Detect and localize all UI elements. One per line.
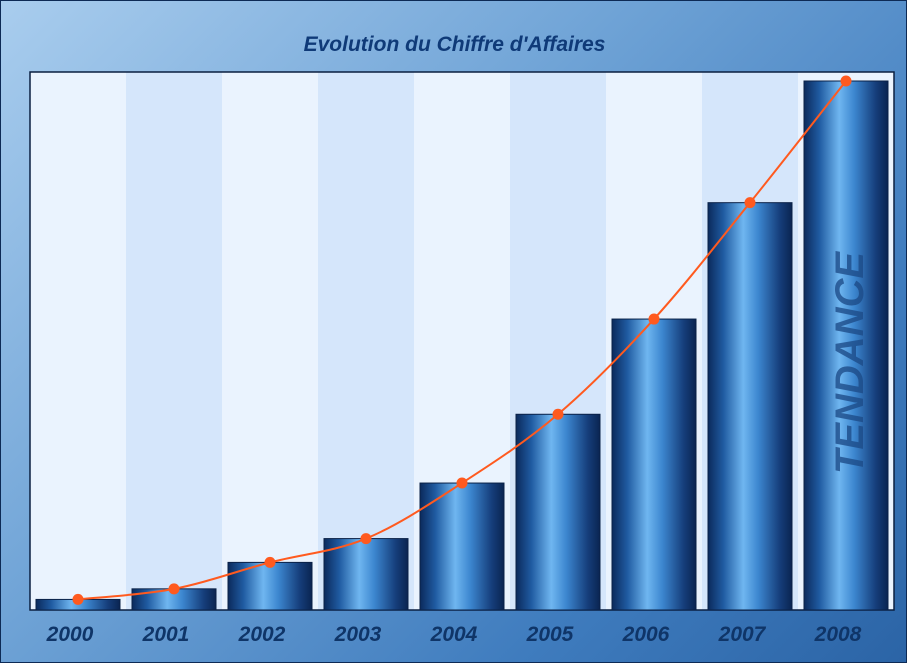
chart-title: Evolution du Chiffre d'Affaires [303,33,606,56]
trend-point-2006 [648,313,660,325]
tendance-watermark: TENDANCE [828,251,872,475]
trend-point-2004 [456,477,468,489]
bar-2008 [803,80,889,611]
x-tick-label: 2008 [814,623,862,646]
background-band [126,72,223,610]
bar-2004 [419,482,505,611]
trend-point-2003 [360,533,372,545]
x-tick-label: 2003 [334,623,382,646]
bar-2002 [227,561,313,611]
x-axis-labels: 2000 2001 2002 2003 2004 2005 2006 2007 2008 [46,623,862,646]
trend-point-2007 [744,197,756,209]
trend-point-2002 [264,556,276,568]
bar-2006 [611,318,697,611]
trend-point-2008 [840,75,852,87]
x-tick-label: 2002 [238,623,286,646]
x-tick-label: 2004 [430,623,478,646]
x-tick-label: 2006 [622,623,670,646]
trend-group [72,75,852,605]
background-band [318,72,415,610]
trend-point-2005 [552,408,564,420]
x-tick-label: 2000 [46,623,94,646]
background-band [30,72,127,610]
bar-2003 [323,538,409,611]
bar-2005 [515,413,601,611]
bars-group [35,80,889,611]
x-tick-label: 2005 [526,623,574,646]
trend-line [77,80,847,601]
bar-2007 [707,202,793,611]
x-tick-label: 2007 [718,623,767,646]
background-band [222,72,319,610]
x-tick-label: 2001 [142,623,190,646]
trend-point-2001 [168,583,180,595]
trend-point-2000 [72,593,84,605]
